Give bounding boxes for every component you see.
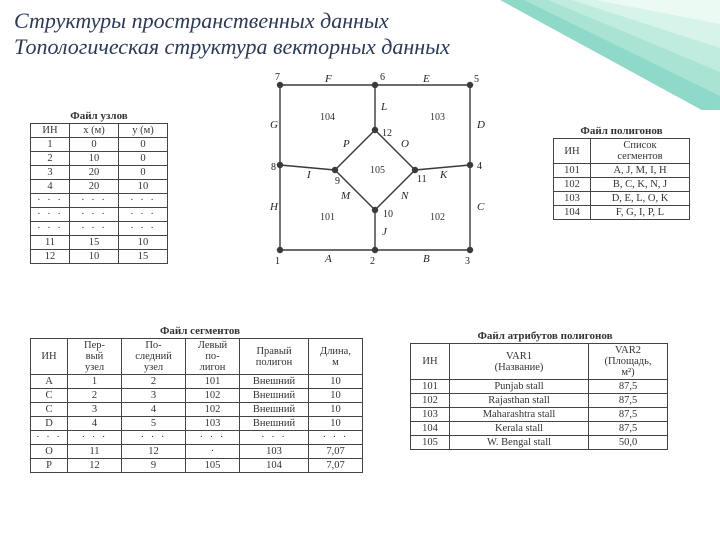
svg-text:D: D <box>476 119 485 131</box>
svg-text:O: O <box>401 138 409 150</box>
svg-text:L: L <box>380 101 387 113</box>
svg-text:K: K <box>439 169 448 181</box>
svg-text:C: C <box>477 201 485 213</box>
svg-text:A: A <box>324 253 332 265</box>
svg-text:105: 105 <box>370 165 385 176</box>
svg-text:8: 8 <box>271 162 276 173</box>
svg-text:H: H <box>269 201 279 213</box>
topology-diagram: FEGLDIPOKMNHJCAB104103105101102765812491… <box>225 70 525 305</box>
svg-text:9: 9 <box>335 176 340 187</box>
svg-text:P: P <box>342 138 350 150</box>
svg-text:10: 10 <box>383 209 393 220</box>
svg-text:B: B <box>423 253 430 265</box>
svg-text:102: 102 <box>430 212 445 223</box>
segment-table: Файл сегментов ИНПер-выйузелПо-следнийуз… <box>30 325 370 473</box>
node-table: Файл узлов ИНх (м)у (м)1002100320042010·… <box>30 110 168 264</box>
attr-table: Файл атрибутов полигонов ИНVAR1(Название… <box>410 330 680 450</box>
svg-text:103: 103 <box>430 112 445 123</box>
svg-text:12: 12 <box>382 128 392 139</box>
svg-text:5: 5 <box>474 74 479 85</box>
svg-text:G: G <box>270 119 278 131</box>
svg-text:4: 4 <box>477 161 482 172</box>
svg-text:2: 2 <box>370 256 375 267</box>
page-title: Структуры пространственных данных Тополо… <box>14 8 450 61</box>
svg-text:E: E <box>422 73 430 85</box>
svg-text:F: F <box>324 73 332 85</box>
svg-text:104: 104 <box>320 112 335 123</box>
svg-text:7: 7 <box>275 72 280 83</box>
svg-text:11: 11 <box>417 174 427 185</box>
title-line2: Топологическая структура векторных данны… <box>14 34 450 60</box>
svg-text:101: 101 <box>320 212 335 223</box>
title-line1: Структуры пространственных данных <box>14 8 450 34</box>
svg-text:M: M <box>340 190 351 202</box>
svg-text:3: 3 <box>465 256 470 267</box>
svg-text:N: N <box>400 190 409 202</box>
svg-text:6: 6 <box>380 72 385 83</box>
svg-text:1: 1 <box>275 256 280 267</box>
content-area: FEGLDIPOKMNHJCAB104103105101102765812491… <box>0 70 720 540</box>
polygon-table: Файл полигонов ИНСписоксегментов101A, J,… <box>553 125 690 220</box>
